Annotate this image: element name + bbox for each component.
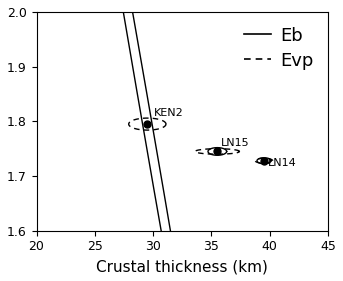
- X-axis label: Crustal thickness (km): Crustal thickness (km): [96, 259, 268, 274]
- Text: KEN2: KEN2: [154, 108, 184, 117]
- Legend: Eb, Evp: Eb, Evp: [239, 21, 319, 76]
- Text: LN14: LN14: [268, 158, 296, 168]
- Text: LN15: LN15: [221, 138, 249, 148]
